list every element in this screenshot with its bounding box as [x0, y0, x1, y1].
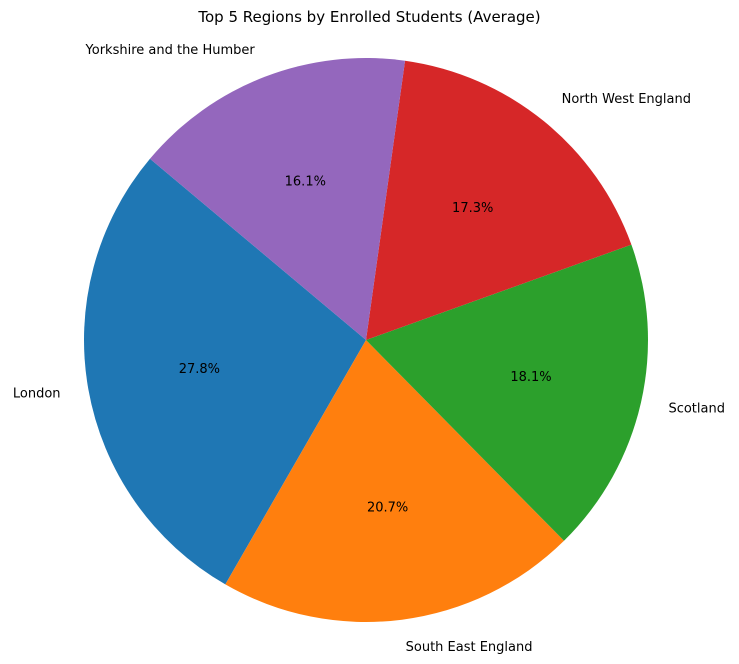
category-label-south-east-england: South East England [406, 640, 533, 655]
percent-label-london: 27.8% [179, 362, 220, 377]
category-label-yorkshire-and-the-humber: Yorkshire and the Humber [85, 43, 256, 58]
percent-labels: 27.8% 20.7% 18.1% 17.3% 16.1% [179, 175, 552, 516]
chart-title: Top 5 Regions by Enrolled Students (Aver… [198, 8, 541, 26]
pie-slice-scotland [366, 244, 648, 541]
category-label-scotland: Scotland [668, 401, 725, 416]
percent-label-scotland: 18.1% [510, 370, 551, 385]
pie-slice-south-east-england [225, 340, 565, 622]
category-label-north-west-england: North West England [562, 92, 691, 107]
category-labels: London South East England Scotland North We… [13, 43, 725, 655]
pie-slice-north-west-england [366, 60, 632, 340]
pie-slices [83, 57, 648, 622]
category-label-london: London [13, 387, 61, 402]
percent-label-yorkshire-and-the-humber: 16.1% [285, 175, 326, 190]
percent-label-south-east-england: 20.7% [367, 500, 408, 515]
pie-slice-yorkshire-and-the-humber [149, 57, 406, 340]
percent-label-north-west-england: 17.3% [452, 201, 493, 216]
pie-slice-london [83, 158, 366, 585]
